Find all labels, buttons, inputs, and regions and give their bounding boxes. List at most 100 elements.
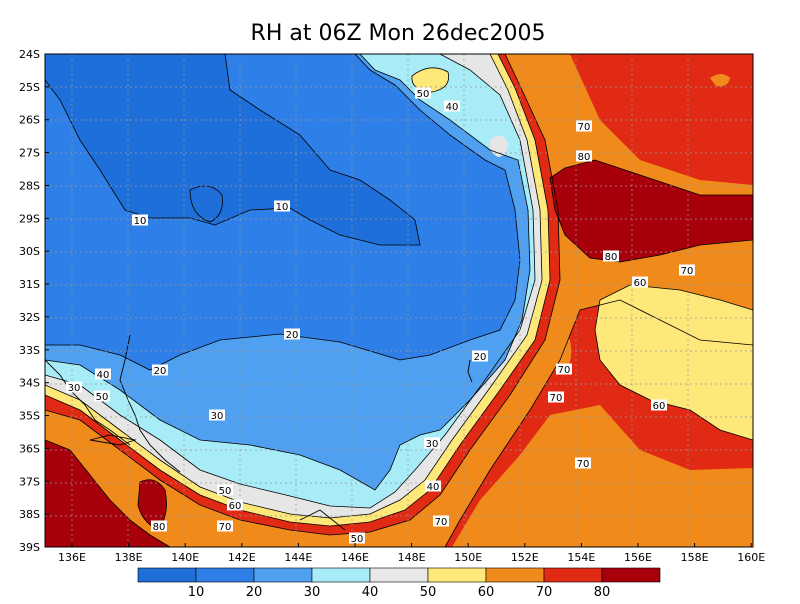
grid-lines: [45, 54, 753, 547]
legend-label: 10: [188, 585, 205, 600]
contour-label: 70: [577, 459, 590, 470]
contour-label-bg: [284, 328, 300, 340]
lon-tick-label: 140E: [171, 551, 199, 564]
lon-tick-label: 156E: [624, 551, 652, 564]
contour-label-bg: [274, 200, 290, 212]
contour-label-bg: [472, 350, 488, 362]
legend-label: 80: [594, 585, 611, 600]
rh-band-60-70-cell-b: [710, 74, 730, 87]
lat-tick-label: 39S: [19, 541, 40, 554]
lon-tick-label: 160E: [737, 551, 765, 564]
contour-label: 40: [97, 370, 110, 381]
contour-label: 60: [653, 401, 666, 412]
contour-label: 50: [417, 89, 430, 100]
contour-label: 40: [427, 482, 440, 493]
contour-label-bg: [576, 150, 592, 162]
contour-label-bg: [94, 390, 110, 402]
contour-label-bg: [217, 484, 233, 496]
lat-tick-label: 32S: [19, 311, 40, 324]
contour-label: 60: [229, 501, 242, 512]
lon-tick-label: 148E: [398, 551, 426, 564]
legend-label: 40: [362, 585, 379, 600]
contour-label: 80: [153, 522, 166, 533]
longitude-axis: 136E 138E 140E 142E 144E 146E 148E 150E 152E 154E…: [58, 543, 765, 564]
lat-tick-label: 33S: [19, 344, 40, 357]
contour-label-bg: [151, 520, 167, 532]
contour-label: 70: [435, 517, 448, 528]
contour-label: 50: [219, 486, 232, 497]
rh-band-50-60-north: [411, 67, 449, 92]
contour-label-bg: [548, 391, 564, 403]
contour-labels: 50 40 70 80 10 10 80 70 60 20 20 20 70 40 30 50 70 60 30 30…: [66, 87, 695, 545]
legend-swatch: [369, 567, 429, 583]
legend-label: 50: [420, 585, 437, 600]
legend-label: 60: [478, 585, 495, 600]
lon-tick-label: 144E: [284, 551, 312, 564]
contour-label: 70: [578, 122, 591, 133]
contour-label-bg: [433, 515, 449, 527]
lat-tick-label: 25S: [19, 81, 40, 94]
legend-swatch: [601, 567, 661, 583]
contour-label: 10: [276, 202, 289, 213]
lat-tick-label: 35S: [19, 410, 40, 423]
lon-tick-label: 142E: [228, 551, 256, 564]
contour-label-bg: [632, 276, 648, 288]
contour-label: 50: [96, 392, 109, 403]
lat-tick-label: 34S: [19, 377, 40, 390]
contour-label-bg: [576, 120, 592, 132]
contour-label: 80: [578, 152, 591, 163]
lat-tick-label: 24S: [19, 48, 40, 61]
lat-tick-label: 29S: [19, 212, 40, 225]
legend-swatch: [137, 567, 197, 583]
legend-label: 20: [246, 585, 263, 600]
lon-tick-label: 154E: [567, 551, 595, 564]
contour-label-bg: [651, 399, 667, 411]
rh-band-gt-80: [550, 160, 753, 262]
contour-label: 30: [68, 383, 81, 394]
rh-band-lt-10: [45, 54, 420, 245]
contour-label-bg: [424, 437, 440, 449]
contour-label-bg: [217, 520, 233, 532]
contour-label: 70: [558, 365, 571, 376]
legend-label: 30: [304, 585, 321, 600]
map-title: RH at 06Z Mon 26dec2005: [251, 21, 546, 46]
rh-band-60-70-south: [452, 405, 753, 547]
contour-label: 60: [634, 278, 647, 289]
lat-tick-label: 28S: [19, 179, 40, 192]
legend-swatch: [195, 567, 255, 583]
lon-tick-label: 152E: [511, 551, 539, 564]
lat-tick-label: 38S: [19, 508, 40, 521]
filled-contours: 50 40 70 80 10 10 80 70 60 20 20 20 70 40 30 50 70 60 30 30…: [45, 54, 753, 547]
lat-tick-label: 27S: [19, 147, 40, 160]
lon-tick-label: 150E: [454, 551, 482, 564]
plot-frame: [44, 53, 754, 548]
contour-label-bg: [66, 381, 82, 393]
legend-swatch: [253, 567, 313, 583]
contour-label-bg: [575, 457, 591, 469]
contour-label: 50: [351, 534, 364, 545]
contour-label: 20: [154, 366, 167, 377]
contour-label-bg: [603, 250, 619, 262]
contour-label-bg: [556, 363, 572, 375]
lat-tick-label: 36S: [19, 442, 40, 455]
contour-label-bg: [679, 264, 695, 276]
lat-tick-label: 30S: [19, 245, 40, 258]
coastline-and-borders: [45, 334, 473, 531]
contour-label: 30: [426, 439, 439, 450]
legend-swatch: [485, 567, 545, 583]
contour-label: 40: [446, 102, 459, 113]
contour-label-bg: [425, 480, 441, 492]
rh-band-gt-80-cell: [138, 479, 167, 530]
contour-label: 30: [211, 411, 224, 422]
contour-label: 70: [219, 522, 232, 533]
lon-tick-label: 158E: [681, 551, 709, 564]
rh-band-gt-80-sw: [45, 440, 170, 547]
rh-band-50-60-east: [595, 285, 753, 440]
legend-swatch: [427, 567, 487, 583]
contour-label-bg: [349, 532, 365, 544]
contour-label: 20: [474, 352, 487, 363]
contour-lines: [45, 54, 753, 547]
legend-swatch: [311, 567, 371, 583]
